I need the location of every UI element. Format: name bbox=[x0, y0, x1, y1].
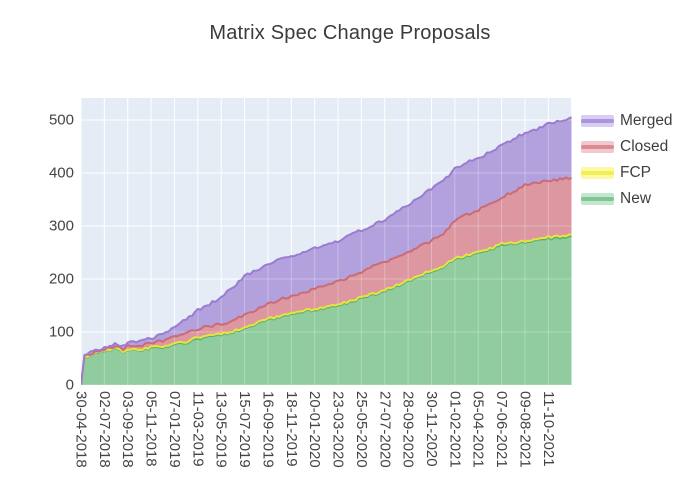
area-new bbox=[81, 236, 572, 385]
legend-item-label: Closed bbox=[620, 138, 669, 156]
area-merged bbox=[81, 117, 572, 385]
legend-line-icon bbox=[581, 171, 614, 175]
legend-item-merged[interactable]: Merged bbox=[581, 112, 673, 130]
legend-item-label: FCP bbox=[620, 164, 651, 182]
x-tick-label: 23-03-2020 bbox=[329, 391, 347, 468]
x-tick-label: 18-11-2019 bbox=[282, 391, 300, 467]
x-tick-label: 28-09-2020 bbox=[399, 391, 417, 468]
y-tick-label: 200 bbox=[48, 270, 74, 288]
y-tick-label: 100 bbox=[48, 323, 74, 341]
x-tick-label: 05-11-2018 bbox=[142, 391, 160, 467]
line-fcp bbox=[81, 233, 572, 385]
x-tick-label: 13-05-2019 bbox=[212, 391, 230, 468]
x-tick-label: 30-04-2018 bbox=[72, 391, 90, 468]
chart-title: Matrix Spec Change Proposals bbox=[209, 22, 491, 44]
legend-item-label: New bbox=[620, 190, 652, 208]
y-tick-label: 400 bbox=[48, 164, 74, 182]
x-tick-label: 07-01-2019 bbox=[165, 391, 183, 468]
x-tick-label: 16-09-2019 bbox=[259, 391, 277, 468]
legend-swatch-icon bbox=[581, 115, 614, 127]
legend: Merged Closed FCP New bbox=[581, 112, 673, 219]
x-tick-label: 25-05-2020 bbox=[352, 391, 370, 468]
legend-item-closed[interactable]: Closed bbox=[581, 138, 673, 156]
y-tick-label: 300 bbox=[48, 217, 74, 235]
x-tick-label: 20-01-2020 bbox=[306, 391, 324, 468]
series-lines bbox=[81, 116, 572, 385]
x-tick-label: 03-09-2018 bbox=[119, 391, 137, 468]
y-tick-label: 500 bbox=[48, 111, 74, 129]
legend-swatch-icon bbox=[581, 141, 614, 153]
legend-swatch-icon bbox=[581, 167, 614, 179]
x-tick-label: 11-10-2021 bbox=[539, 391, 557, 467]
legend-item-new[interactable]: New bbox=[581, 190, 673, 208]
x-tick-label: 11-03-2019 bbox=[189, 391, 207, 467]
x-tick-label: 05-04-2021 bbox=[469, 391, 487, 468]
x-tick-label: 07-06-2021 bbox=[493, 391, 511, 468]
line-merged bbox=[81, 116, 572, 385]
legend-line-icon bbox=[581, 145, 614, 149]
x-tick-label: 01-02-2021 bbox=[446, 391, 464, 468]
legend-swatch-icon bbox=[581, 193, 614, 205]
x-tick-label: 02-07-2018 bbox=[95, 391, 113, 468]
legend-line-icon bbox=[581, 119, 614, 123]
x-tick-label: 27-07-2020 bbox=[376, 391, 394, 468]
legend-item-label: Merged bbox=[620, 112, 673, 130]
legend-line-icon bbox=[581, 197, 614, 201]
legend-item-fcp[interactable]: FCP bbox=[581, 164, 673, 182]
x-tick-label: 15-07-2019 bbox=[236, 391, 254, 468]
line-closed bbox=[81, 176, 572, 385]
x-tick-label: 09-08-2021 bbox=[516, 391, 534, 468]
y-tick-label: 0 bbox=[65, 376, 74, 394]
x-tick-label: 30-11-2020 bbox=[423, 391, 440, 467]
